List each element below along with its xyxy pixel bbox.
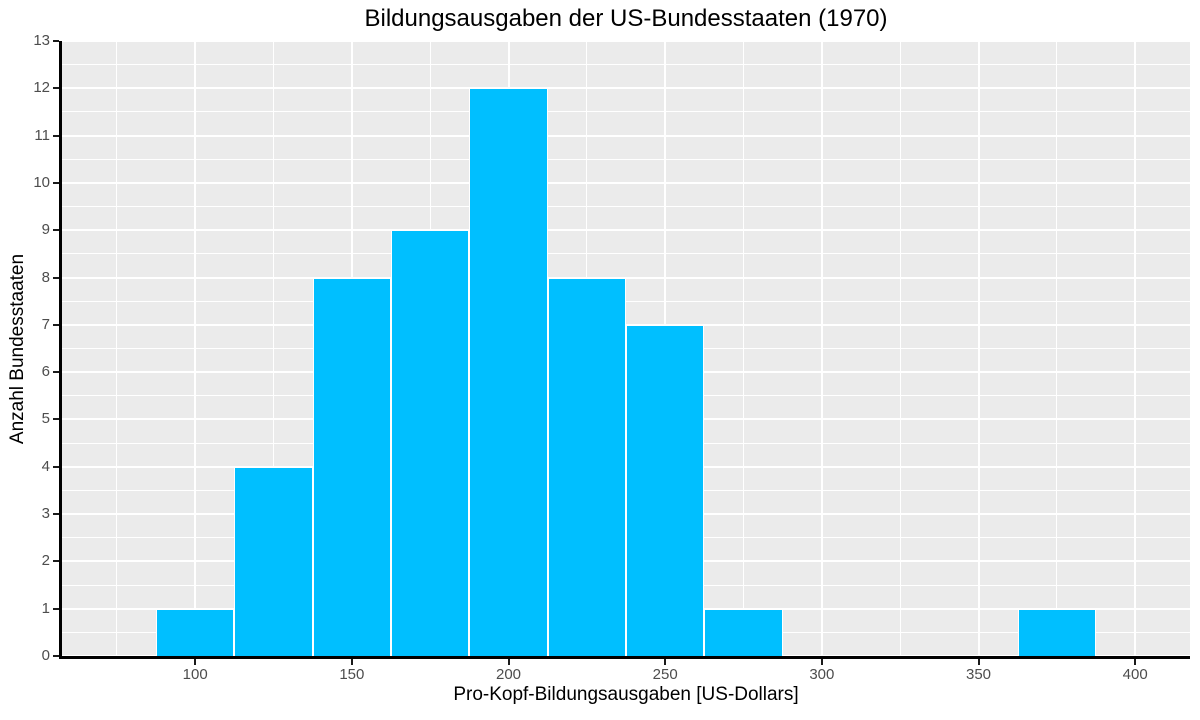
y-tick-label: 2 (41, 552, 50, 570)
y-tick-label: 1 (41, 599, 50, 617)
y-tick-mark (53, 655, 59, 657)
histogram-bar (234, 466, 313, 656)
x-major-gridline (1134, 41, 1137, 656)
y-tick-mark (53, 181, 59, 184)
x-tick-mark (977, 659, 980, 665)
y-tick-label: 9 (41, 221, 50, 239)
y-tick-label: 5 (41, 410, 50, 428)
y-tick-label: 11 (34, 126, 50, 144)
x-tick-mark (820, 659, 823, 665)
y-tick-label: 6 (41, 363, 50, 381)
y-tick-mark (53, 513, 59, 516)
y-tick-mark (53, 418, 59, 421)
x-tick-label: 150 (339, 666, 365, 683)
x-major-gridline (977, 41, 980, 656)
y-tick-label: 0 (41, 647, 50, 664)
y-tick-label: 4 (41, 457, 50, 475)
y-tick-mark (53, 607, 59, 610)
y-tick-mark (53, 371, 59, 374)
y-minor-gridline (62, 206, 1190, 208)
x-tick-label: 200 (495, 666, 522, 683)
histogram-bar (547, 277, 626, 656)
x-tick-mark (194, 659, 197, 665)
histogram-bar (312, 277, 391, 656)
histogram-bar (391, 230, 470, 656)
y-major-gridline (62, 134, 1190, 137)
y-major-gridline (62, 87, 1190, 90)
y-major-gridline (62, 276, 1190, 279)
x-tick-mark (664, 659, 667, 665)
y-minor-gridline (62, 158, 1190, 160)
x-tick-label: 250 (652, 666, 678, 683)
histogram-bar (1017, 608, 1096, 656)
histogram-bar (626, 324, 705, 656)
histogram-bar (469, 88, 548, 656)
y-minor-gridline (62, 64, 1190, 66)
x-tick-mark (1134, 659, 1137, 665)
y-tick-mark (53, 465, 59, 468)
y-tick-mark (53, 229, 59, 232)
x-tick-mark (350, 659, 353, 665)
y-minor-gridline (62, 111, 1190, 113)
x-tick-label: 300 (809, 666, 835, 683)
y-minor-gridline (62, 253, 1190, 255)
x-major-gridline (820, 41, 823, 656)
histogram-bar (156, 608, 235, 656)
x-tick-label: 100 (182, 666, 208, 683)
y-tick-mark (53, 87, 59, 90)
x-tick-label: 350 (965, 666, 992, 683)
y-major-gridline (62, 41, 1190, 42)
y-tick-label: 7 (41, 315, 50, 333)
y-tick-label: 13 (33, 32, 50, 49)
y-tick-label: 3 (41, 505, 50, 523)
chart-title: Bildungsausgaben der US-Bundesstaaten (1… (364, 5, 888, 32)
histogram-bar (704, 608, 783, 656)
y-tick-label: 10 (33, 173, 50, 191)
y-tick-mark (53, 134, 59, 137)
y-tick-label: 8 (41, 268, 50, 286)
plot-panel (59, 41, 1190, 659)
y-tick-mark (53, 40, 59, 42)
y-tick-label: 12 (33, 79, 50, 97)
y-major-gridline (62, 181, 1190, 184)
x-tick-label: 400 (1122, 666, 1148, 683)
x-axis-title: Pro-Kopf-Bildungsausgaben [US-Dollars] (453, 684, 799, 705)
y-minor-gridline (62, 300, 1190, 302)
y-tick-mark (53, 323, 59, 326)
x-tick-mark (507, 659, 510, 665)
y-major-gridline (62, 229, 1190, 232)
y-axis-title: Anzahl Bundesstaaten (7, 253, 28, 445)
y-tick-mark (53, 560, 59, 563)
y-tick-mark (53, 276, 59, 279)
x-major-gridline (194, 41, 197, 656)
